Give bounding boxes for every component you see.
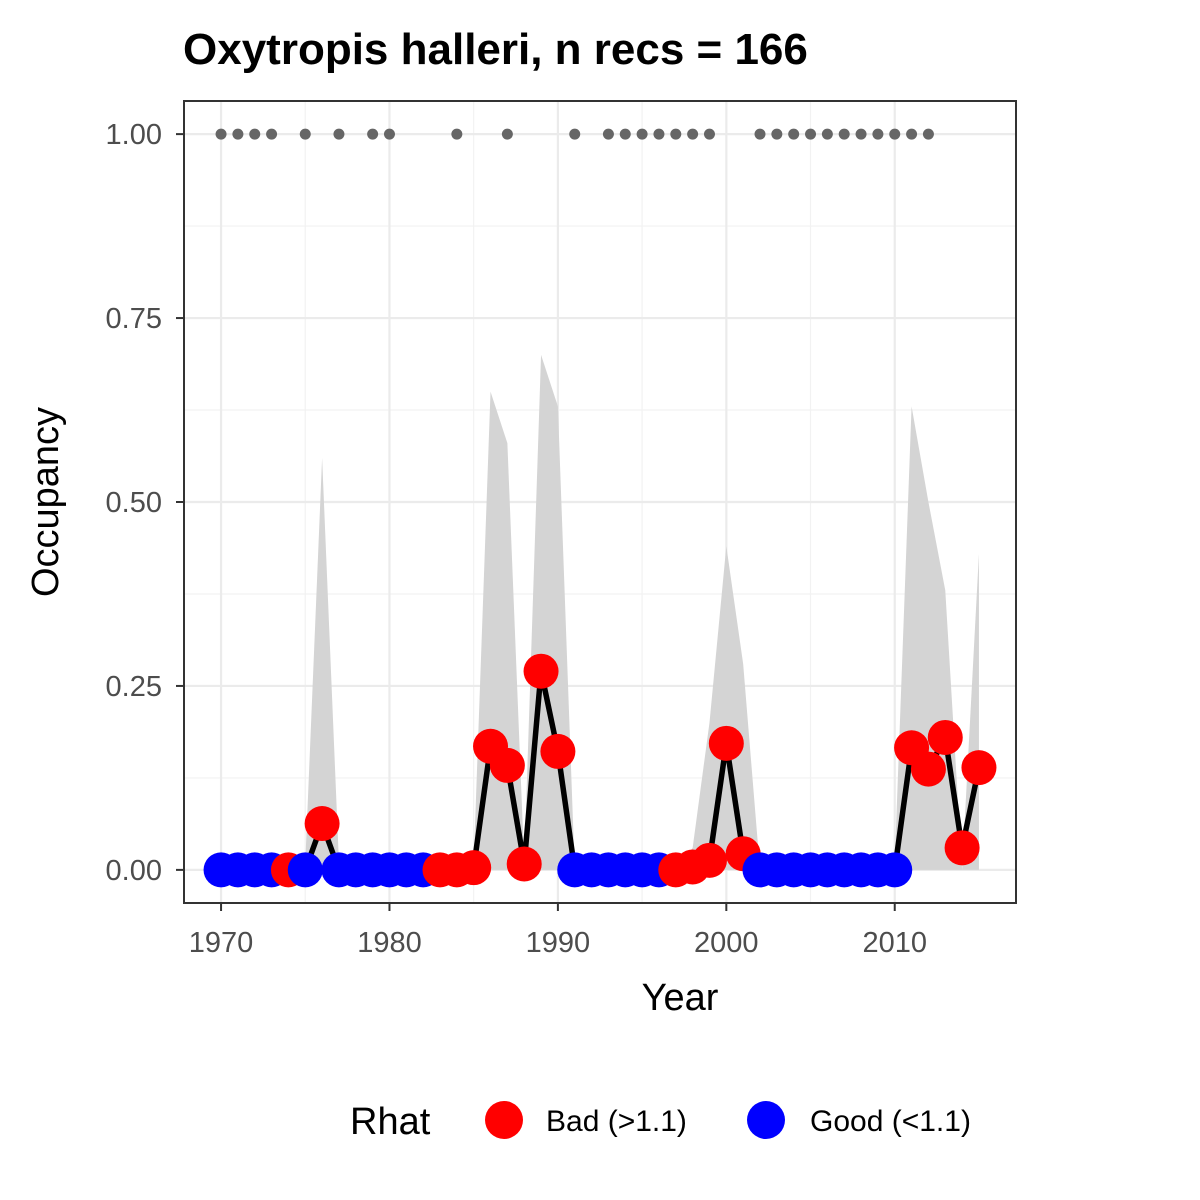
data-point <box>877 852 913 888</box>
y-tick-label: 1.00 <box>106 119 162 151</box>
record-year-dot <box>215 128 227 140</box>
y-tick-label: 0.75 <box>106 303 162 335</box>
record-year-dot <box>788 128 800 140</box>
credible-interval-ribbon <box>675 546 760 870</box>
record-year-dot <box>367 128 379 140</box>
x-tick-label: 1980 <box>357 927 422 959</box>
y-tick-label: 0.50 <box>106 487 162 519</box>
data-point <box>489 747 525 783</box>
data-point <box>506 846 542 882</box>
legend: Rhat Bad (>1.1) Good (<1.1) <box>350 1101 971 1143</box>
record-year-dot <box>703 128 715 140</box>
credible-interval-ribbon <box>288 457 356 870</box>
record-year-dot <box>821 128 833 140</box>
record-year-dot <box>670 128 682 140</box>
record-year-dot <box>636 128 648 140</box>
record-year-dot <box>501 128 513 140</box>
legend-label-good: Good (<1.1) <box>810 1105 971 1138</box>
y-tick-label: 0.00 <box>106 855 162 887</box>
record-year-dot <box>619 128 631 140</box>
y-axis: 0.00 0.25 0.50 0.75 1.00 <box>106 119 184 887</box>
record-year-dot <box>754 128 766 140</box>
data-point <box>287 852 323 888</box>
data-point <box>540 733 576 769</box>
data-point <box>910 751 946 787</box>
record-year-dot <box>771 128 783 140</box>
data-point <box>456 850 492 886</box>
data-point <box>691 842 727 878</box>
x-tick-label: 2010 <box>862 927 927 959</box>
data-point <box>708 725 744 761</box>
record-year-dot <box>805 128 817 140</box>
data-point <box>944 830 980 866</box>
legend-key-bad <box>485 1101 523 1139</box>
record-year-dot <box>653 128 665 140</box>
record-year-dot <box>569 128 581 140</box>
data-point <box>523 653 559 689</box>
record-year-dot <box>889 128 901 140</box>
x-tick-label: 2000 <box>694 927 759 959</box>
record-year-dot <box>232 128 244 140</box>
record-year-dot <box>872 128 884 140</box>
record-year-dot <box>299 128 311 140</box>
record-year-dot <box>266 128 278 140</box>
data-point <box>304 806 340 842</box>
x-axis: 1970 1980 1990 2000 2010 <box>189 903 927 959</box>
legend-label-bad: Bad (>1.1) <box>546 1105 687 1138</box>
record-year-dot <box>333 128 345 140</box>
legend-key-good <box>747 1101 785 1139</box>
record-year-dot <box>687 128 699 140</box>
record-year-dot <box>855 128 867 140</box>
chart-title: Oxytropis halleri, n recs = 166 <box>183 25 808 74</box>
record-year-dot <box>906 128 918 140</box>
record-year-dot <box>922 128 934 140</box>
x-tick-label: 1970 <box>189 927 254 959</box>
record-year-dot <box>249 128 261 140</box>
occupancy-points <box>203 653 997 888</box>
x-tick-label: 1990 <box>526 927 591 959</box>
y-axis-title: Occupancy <box>25 407 67 597</box>
record-year-dot <box>383 128 395 140</box>
record-year-dot <box>602 128 614 140</box>
record-year-dot <box>451 128 463 140</box>
record-years-dots <box>215 128 934 140</box>
x-axis-title: Year <box>642 977 719 1019</box>
y-tick-label: 0.25 <box>106 671 162 703</box>
data-point <box>961 750 997 786</box>
data-point <box>927 719 963 755</box>
record-year-dot <box>838 128 850 140</box>
legend-title: Rhat <box>350 1101 431 1143</box>
